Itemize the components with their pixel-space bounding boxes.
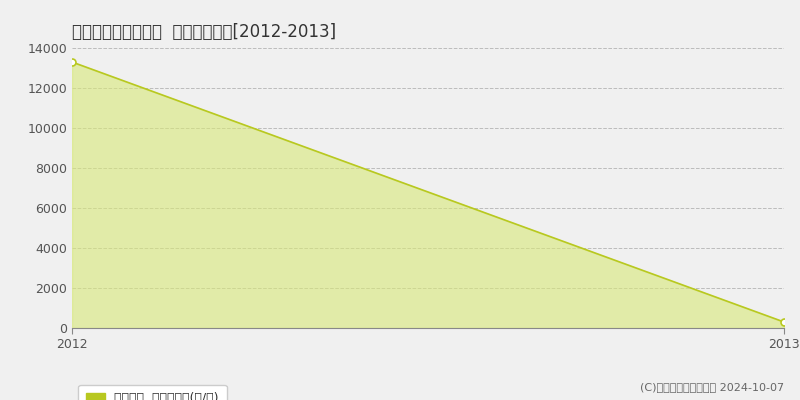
Text: (C)土地価格ドットコム 2024-10-07: (C)土地価格ドットコム 2024-10-07 bbox=[640, 382, 784, 392]
Legend: 林地価格  平均坪単価(円/坪): 林地価格 平均坪単価(円/坪) bbox=[78, 385, 226, 400]
Text: 高岡郡檮原町神在居  林地価格推移[2012-2013]: 高岡郡檮原町神在居 林地価格推移[2012-2013] bbox=[72, 23, 336, 41]
